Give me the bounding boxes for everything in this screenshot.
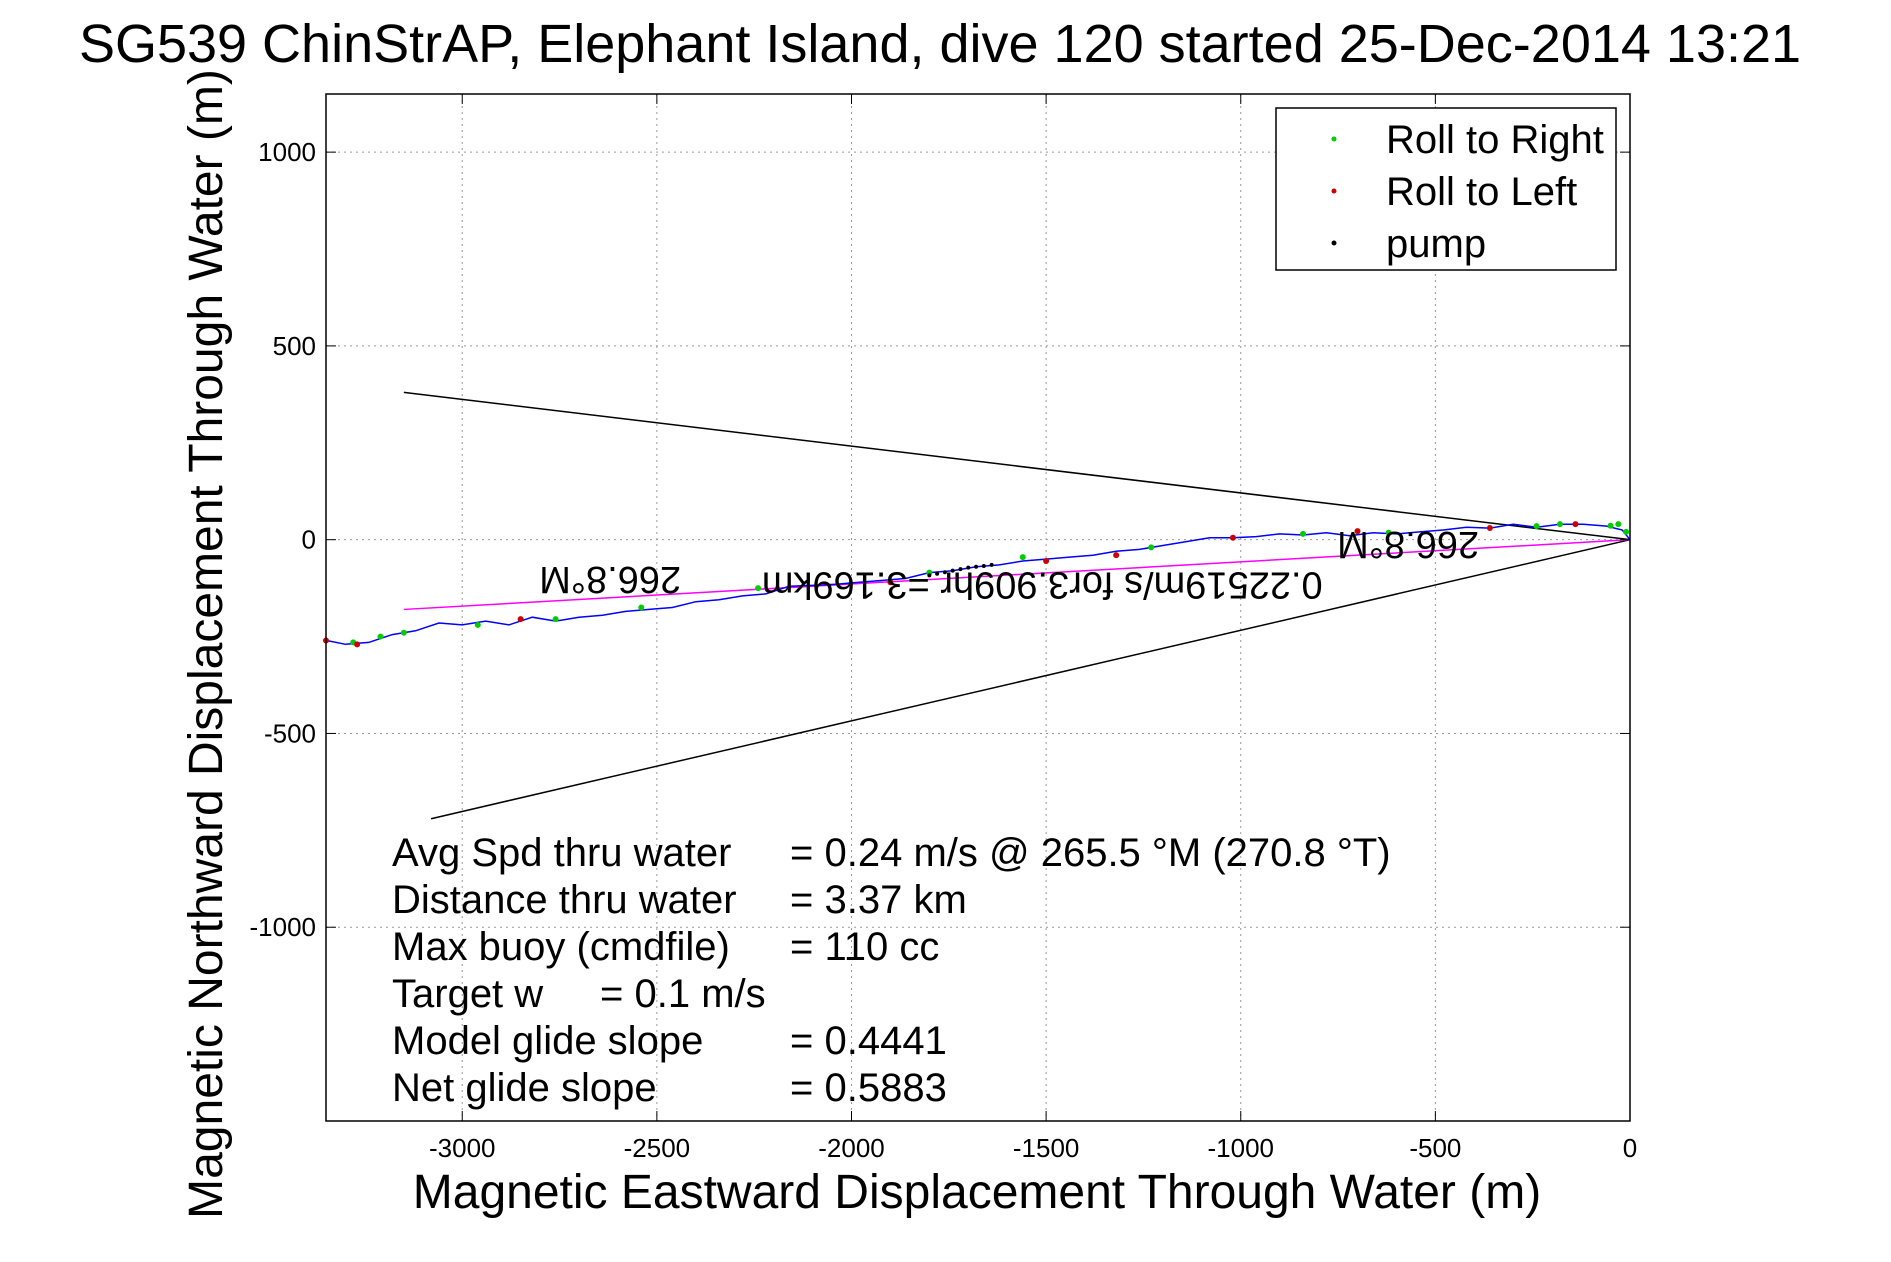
roll-to-right-point (1019, 554, 1026, 561)
legend: Roll to Right Roll to Left pump (1275, 107, 1617, 271)
roll-to-right-point (1300, 530, 1307, 537)
roll-to-right-point (755, 585, 762, 592)
legend-label: pump (1386, 222, 1486, 266)
annotation-label: 0.22519m/s for3.909hr =3.169km (762, 564, 1323, 606)
stats-label: Target w (392, 972, 543, 1016)
roll-to-left-point (1043, 557, 1050, 564)
y-tick-label: 500 (273, 331, 316, 361)
roll-to-right-point (1148, 544, 1155, 551)
annotations: 266.8°M 266.8°M 0.22519m/s for3.909hr =3.1… (539, 523, 1479, 606)
y-tick-label: -500 (264, 718, 316, 748)
roll-to-right-point (1533, 523, 1540, 530)
stats-label: Distance thru water (392, 878, 737, 922)
roll-to-left-point (1572, 521, 1579, 528)
roll-to-left-point (887, 579, 894, 586)
stats-value: = 0.24 m/s @ 265.5 °M (270.8 °T) (790, 831, 1391, 875)
plot-frame (325, 93, 1631, 1122)
legend-label: Roll to Right (1386, 118, 1604, 162)
roll-to-right-point (1556, 521, 1563, 528)
roll-to-right-point (1623, 528, 1630, 535)
pump-point (989, 562, 994, 567)
legend-label: Roll to Left (1386, 170, 1577, 214)
pump-point (966, 565, 971, 570)
y-axis-label: Magnetic Northward Displacement Through … (180, 69, 233, 1219)
x-tick-label: 0 (1623, 1133, 1637, 1163)
legend-marker (1331, 188, 1337, 194)
roll-to-right-point (638, 604, 645, 611)
roll-to-left-point (1229, 534, 1236, 541)
roll-to-left-point (354, 641, 361, 648)
stats-block: Avg Spd thru water = 0.24 m/s @ 265.5 °M … (392, 831, 1391, 1110)
legend-marker (1331, 240, 1337, 246)
stats-label: Max buoy (cmdfile) (392, 925, 730, 969)
reference-line (403, 391, 1631, 541)
x-tick-label: -3000 (429, 1133, 496, 1163)
stats-value: = 110 cc (790, 925, 939, 969)
roll-to-left-point (1354, 528, 1361, 535)
reference-lines (403, 391, 1631, 820)
roll-to-right-point (377, 633, 384, 640)
roll-to-right-point (400, 629, 407, 636)
roll-to-left-point (517, 616, 524, 623)
axis-ticks: -3000 -2500 -2000 -1500 -1000 -500 0 1000 500 0 -5… (250, 94, 1637, 1163)
pump-point (927, 573, 932, 578)
stats-value: = 0.1 m/s (600, 972, 766, 1016)
track-line (325, 523, 1631, 646)
pump-point (981, 564, 986, 569)
y-tick-label: -1000 (250, 912, 317, 942)
roll-to-right-point (552, 616, 559, 623)
plot-data (323, 521, 1631, 648)
x-axis-label: Magnetic Eastward Displacement Through W… (413, 1166, 1541, 1219)
y-tick-label: 1000 (258, 137, 316, 167)
x-tick-label: -500 (1409, 1133, 1461, 1163)
reference-line (403, 538, 1631, 611)
reference-line (430, 538, 1631, 820)
roll-to-right-point (1385, 529, 1392, 536)
stats-label: Model glide slope (392, 1019, 703, 1063)
pump-point (935, 571, 940, 576)
pump-point (974, 564, 979, 569)
stats-label: Avg Spd thru water (392, 831, 731, 875)
y-tick-label: 0 (302, 525, 316, 555)
annotation-label: 266.8°M (1337, 523, 1479, 565)
x-tick-label: -1000 (1207, 1133, 1274, 1163)
pump-point (958, 567, 963, 572)
pump-point (942, 570, 947, 575)
roll-to-right-point (474, 621, 481, 628)
roll-to-right-point (1615, 521, 1622, 528)
stats-label: Net glide slope (392, 1066, 657, 1110)
pump-point (950, 568, 955, 573)
stats-value: = 0.4441 (790, 1019, 947, 1063)
roll-to-left-point (1486, 525, 1493, 532)
annotation-label: 266.8°M (539, 558, 681, 600)
stats-value: = 3.37 km (790, 878, 967, 922)
stats-value: = 0.5883 (790, 1066, 947, 1110)
chart-title: SG539 ChinStrAP, Elephant Island, dive 1… (79, 14, 1801, 74)
x-tick-label: -1500 (1013, 1133, 1080, 1163)
x-tick-label: -2000 (818, 1133, 885, 1163)
roll-to-right-point (1607, 522, 1614, 529)
roll-to-left-point (1113, 552, 1120, 559)
x-tick-label: -2500 (624, 1133, 691, 1163)
legend-marker (1331, 136, 1337, 142)
